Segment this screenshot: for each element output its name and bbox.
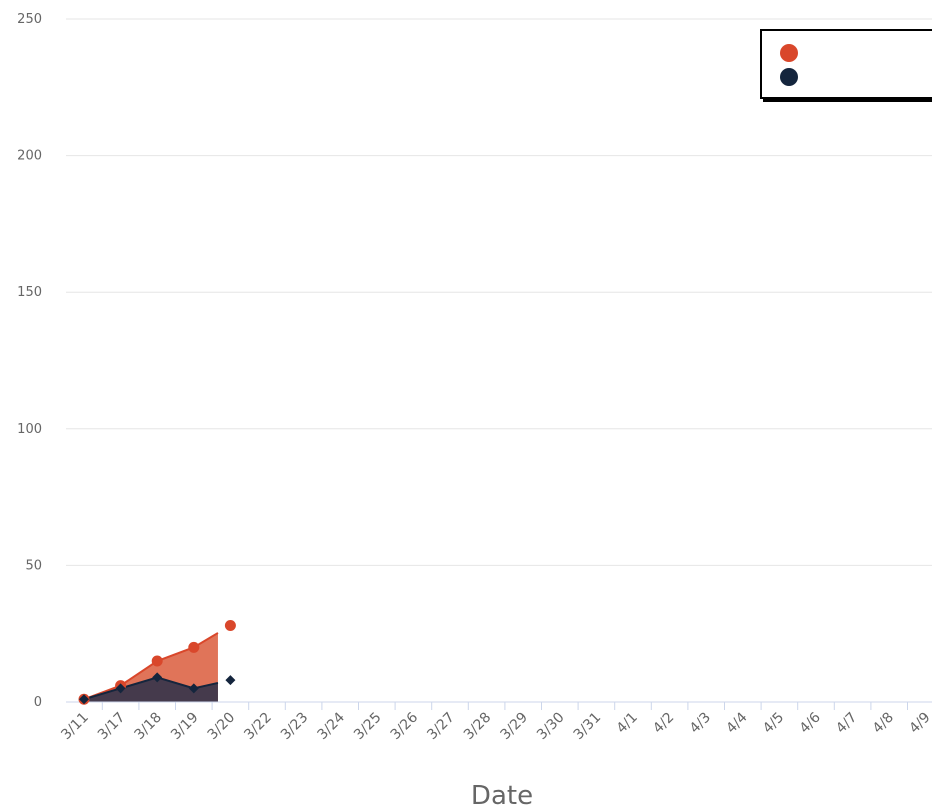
x-tick-label: 3/24 (314, 709, 348, 743)
x-tick-label: 3/18 (131, 710, 165, 744)
x-tick-label: 4/6 (797, 709, 824, 736)
legend-box (760, 29, 932, 99)
data-point (225, 675, 236, 686)
series-areas (83, 632, 219, 702)
x-tick-label: 4/7 (833, 710, 860, 737)
x-axis (66, 701, 932, 710)
x-tick-label: 4/1 (614, 710, 641, 737)
series-area (84, 677, 218, 702)
data-point (224, 620, 236, 632)
x-axis-labels: 3/11 3/17 3/18 3/19 3/20 3/22 3/23 3/24 3/25 3/26… (58, 709, 932, 743)
x-tick-label: 3/28 (461, 710, 495, 744)
y-tick-label: 150 (17, 285, 42, 300)
legend-marker (780, 44, 798, 62)
x-tick-label: 3/17 (95, 710, 129, 744)
y-tick-label: 0 (34, 695, 42, 710)
data-point (152, 672, 163, 683)
legend[interactable] (760, 29, 932, 102)
x-axis-title: Date (471, 781, 533, 811)
x-tick-label: 4/9 (906, 710, 932, 737)
y-tick-label: 100 (17, 422, 42, 437)
data-point (115, 683, 126, 694)
data-point (188, 641, 200, 653)
x-tick-label: 3/20 (205, 710, 239, 744)
y-tick-label: 200 (17, 149, 42, 164)
x-tick-label: 3/19 (168, 710, 202, 744)
x-tick-label: 3/30 (534, 710, 568, 744)
y-tick-label: 250 (17, 12, 42, 27)
x-tick-label: 3/29 (497, 710, 531, 744)
x-tick-label: 4/3 (687, 710, 714, 737)
x-tick-label: 3/11 (58, 710, 92, 744)
x-tick-label: 4/2 (650, 710, 677, 737)
x-tick-label: 3/27 (424, 710, 458, 744)
legend-marker (780, 68, 798, 86)
x-tick-label: 3/26 (388, 709, 422, 743)
x-tick-label: 3/22 (241, 710, 275, 744)
gridlines (66, 18, 932, 566)
data-point (79, 694, 89, 705)
data-point (151, 655, 163, 667)
x-tick-label: 4/4 (723, 709, 750, 736)
series-markers (78, 620, 236, 705)
x-tick-label: 4/8 (870, 710, 897, 737)
x-tick-label: 3/31 (571, 710, 605, 744)
y-axis-labels: 0 50 100 150 200 250 (17, 12, 42, 710)
y-tick-label: 50 (25, 558, 42, 573)
data-point (188, 683, 199, 694)
x-tick-label: 3/23 (278, 710, 312, 744)
x-tick-label: 3/25 (351, 710, 385, 744)
x-tick-label: 4/5 (760, 710, 787, 737)
